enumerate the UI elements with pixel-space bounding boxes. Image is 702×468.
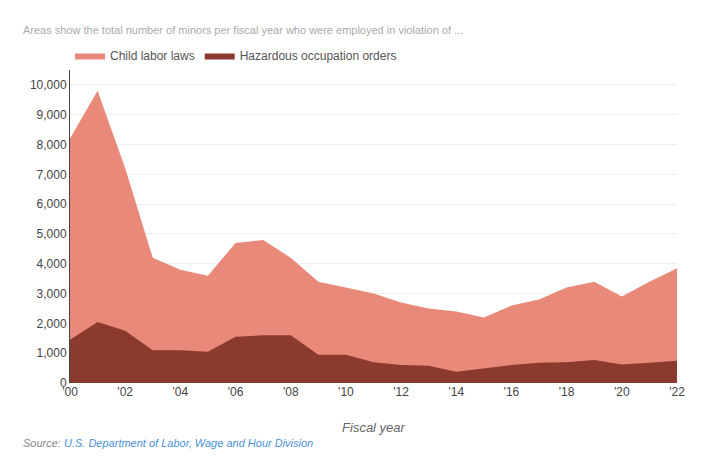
svg-text:'02: '02	[117, 385, 133, 399]
svg-text:'04: '04	[173, 385, 189, 399]
svg-text:'08: '08	[283, 385, 299, 399]
svg-text:'22: '22	[669, 385, 685, 399]
svg-text:Fiscal year: Fiscal year	[342, 420, 406, 435]
svg-text:'16: '16	[504, 385, 520, 399]
svg-text:'14: '14	[448, 385, 464, 399]
svg-text:1,000: 1,000	[37, 346, 67, 360]
svg-text:Child labor laws: Child labor laws	[110, 49, 195, 63]
svg-text:2,000: 2,000	[37, 317, 67, 331]
svg-text:Areas show the total number of: Areas show the total number of minors pe…	[23, 24, 463, 36]
svg-text:9,000: 9,000	[37, 108, 67, 122]
svg-text:3,000: 3,000	[37, 287, 67, 301]
svg-text:4,000: 4,000	[37, 257, 67, 271]
svg-text:Hazardous occupation orders: Hazardous occupation orders	[240, 49, 397, 63]
svg-text:Source: U.S. Department of Lab: Source: U.S. Department of Labor, Wage a…	[23, 437, 313, 449]
svg-text:'10: '10	[338, 385, 354, 399]
svg-text:7,000: 7,000	[37, 168, 67, 182]
svg-text:10,000: 10,000	[30, 78, 67, 92]
svg-text:'20: '20	[614, 385, 630, 399]
svg-text:'06: '06	[228, 385, 244, 399]
svg-text:'00: '00	[62, 385, 78, 399]
svg-text:'18: '18	[559, 385, 575, 399]
svg-text:'12: '12	[393, 385, 409, 399]
svg-text:5,000: 5,000	[37, 227, 67, 241]
svg-text:8,000: 8,000	[37, 138, 67, 152]
svg-text:6,000: 6,000	[37, 197, 67, 211]
svg-text:0: 0	[60, 376, 67, 390]
